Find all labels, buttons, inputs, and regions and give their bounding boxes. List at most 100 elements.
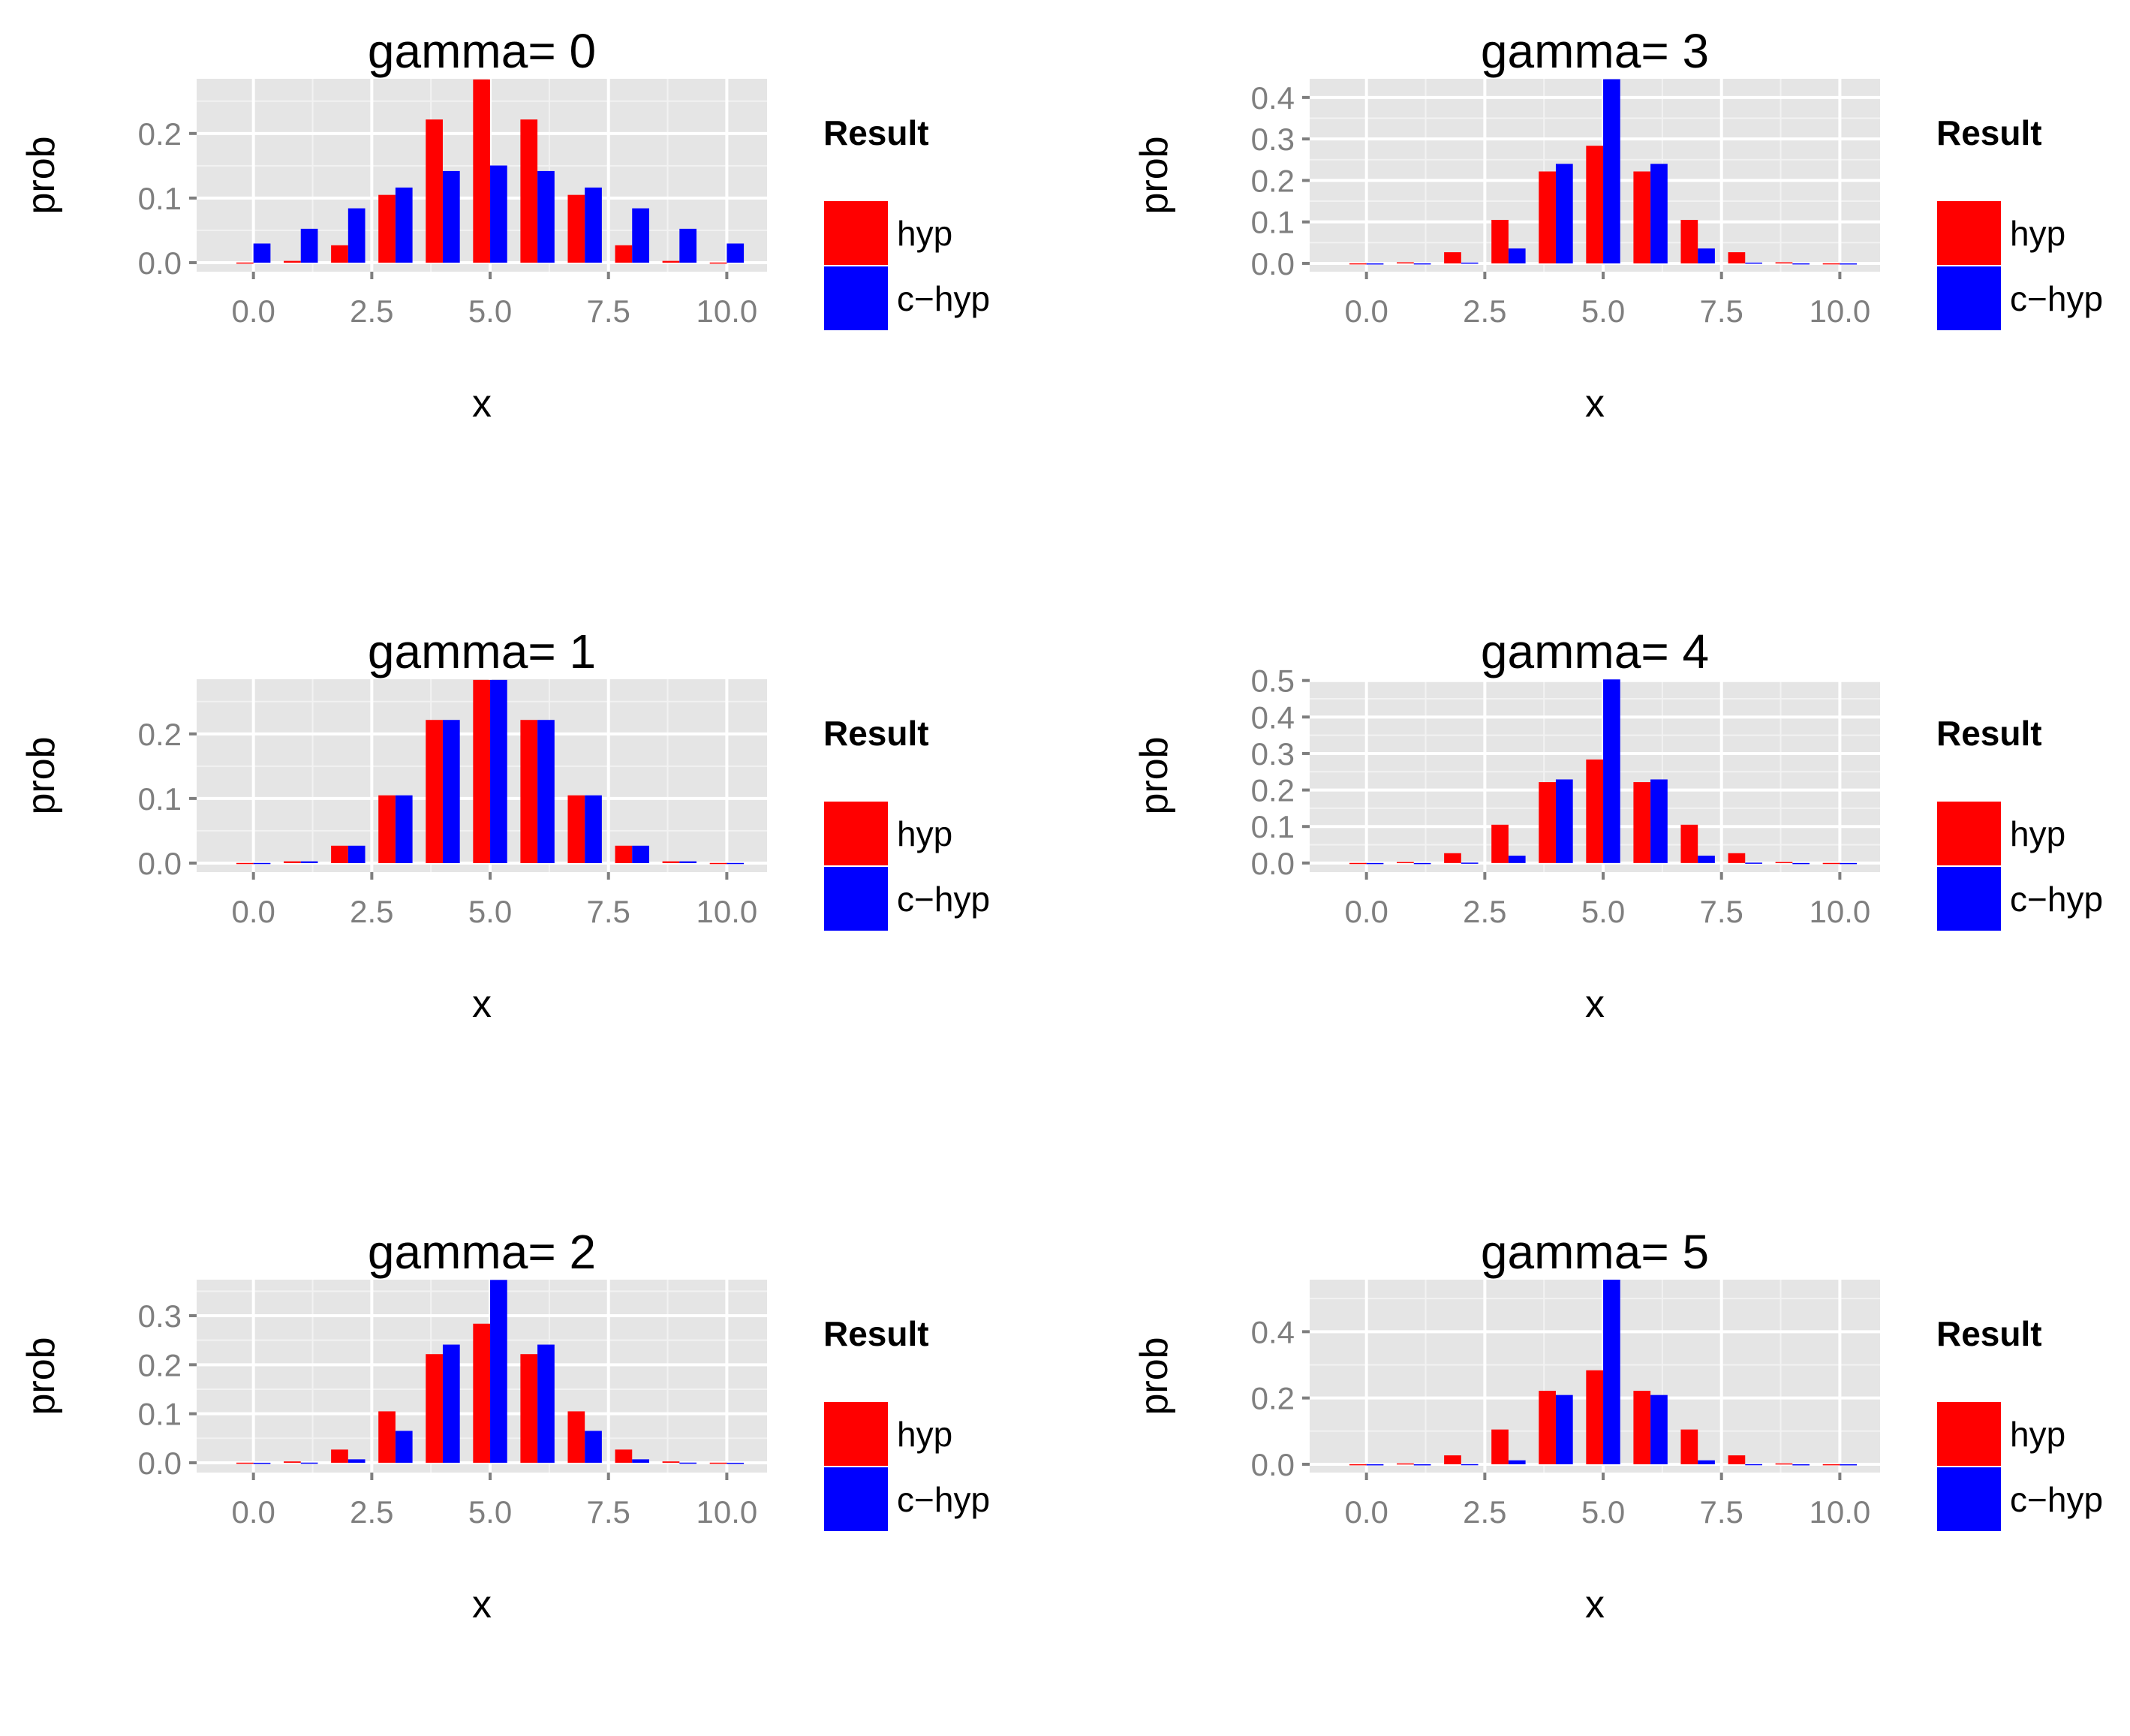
legend-label-c-hyp: c−hyp bbox=[897, 1480, 990, 1519]
bar-hyp-x7 bbox=[1680, 824, 1698, 863]
bar-hyp-x7 bbox=[1680, 1429, 1698, 1464]
bar-hyp-x8 bbox=[615, 845, 633, 863]
x-tick-label: 5.0 bbox=[468, 894, 512, 929]
legend-label-hyp: hyp bbox=[897, 1415, 952, 1454]
bar-c-hyp-x3 bbox=[395, 795, 413, 863]
panel-title: gamma= 5 bbox=[1481, 1225, 1709, 1279]
legend-key-c-hyp bbox=[1936, 1466, 2002, 1533]
legend-label-c-hyp: c−hyp bbox=[897, 279, 990, 318]
bar-c-hyp-x10 bbox=[1840, 862, 1858, 865]
x-tick-label: 10.0 bbox=[696, 894, 758, 929]
x-tick-label: 0.0 bbox=[1344, 894, 1388, 929]
bar-hyp-x8 bbox=[1728, 853, 1746, 863]
y-tick-label: 0.2 bbox=[138, 1347, 182, 1382]
bar-c-hyp-x8 bbox=[1745, 862, 1762, 864]
bar-hyp-x5 bbox=[1586, 759, 1604, 863]
legend-label-hyp: hyp bbox=[897, 214, 952, 253]
bar-hyp-x10 bbox=[1822, 1464, 1840, 1466]
panel-4: 0.0 2.5 5.0 7.5 10.0 0.0 0.1 0.2 0.3 gamma= 2 x pro… bbox=[20, 1225, 990, 1626]
bar-hyp-x9 bbox=[1775, 1463, 1793, 1465]
y-tick-label: 0.0 bbox=[138, 245, 182, 281]
bar-c-hyp-x1 bbox=[300, 228, 318, 263]
bar-c-hyp-x10 bbox=[1840, 1464, 1858, 1466]
bar-hyp-x5 bbox=[473, 79, 491, 263]
bar-hyp-x5 bbox=[473, 679, 491, 863]
x-tick-label: 0.0 bbox=[231, 293, 275, 329]
legend-key-hyp bbox=[823, 800, 889, 867]
legend-key-hyp bbox=[1936, 200, 2002, 266]
bar-c-hyp-x1 bbox=[1413, 1464, 1431, 1466]
legend-title: Result bbox=[1936, 113, 2042, 152]
legend-label-hyp: hyp bbox=[2010, 814, 2065, 853]
bar-hyp-x10 bbox=[1822, 862, 1840, 865]
panel-title: gamma= 2 bbox=[368, 1225, 596, 1279]
y-axis-title: prob bbox=[1133, 736, 1176, 814]
legend-key-c-hyp bbox=[823, 865, 889, 932]
bar-c-hyp-x3 bbox=[395, 1431, 413, 1463]
y-tick-label: 0.5 bbox=[1251, 663, 1295, 699]
bar-hyp-x4 bbox=[426, 119, 443, 263]
bar-hyp-x6 bbox=[520, 720, 538, 863]
x-axis-title: x bbox=[472, 982, 492, 1026]
y-axis-title: prob bbox=[1133, 136, 1176, 214]
legend-label-c-hyp: c−hyp bbox=[897, 880, 990, 919]
x-tick-label: 2.5 bbox=[350, 293, 393, 329]
bar-hyp-x0 bbox=[1349, 862, 1367, 865]
y-tick-label: 0.1 bbox=[138, 781, 182, 817]
legend-key-hyp bbox=[823, 1401, 889, 1467]
bar-hyp-x6 bbox=[520, 119, 538, 263]
bar-c-hyp-x2 bbox=[1461, 262, 1479, 264]
bar-c-hyp-x3 bbox=[1508, 1460, 1526, 1464]
y-tick-label: 0.0 bbox=[138, 1446, 182, 1481]
bar-c-hyp-x8 bbox=[632, 1459, 649, 1463]
legend-key-hyp bbox=[823, 200, 889, 266]
bar-c-hyp-x4 bbox=[442, 720, 460, 863]
bar-c-hyp-x10 bbox=[1840, 263, 1858, 265]
bar-hyp-x1 bbox=[284, 861, 301, 863]
legend-title: Result bbox=[1936, 714, 2042, 753]
bar-hyp-x8 bbox=[615, 1449, 633, 1463]
bar-c-hyp-x3 bbox=[1508, 248, 1526, 263]
panel-2: 0.0 2.5 5.0 7.5 10.0 0.0 0.1 0.2 gamma= 1 x prob Re… bbox=[20, 624, 990, 1026]
bar-c-hyp-x1 bbox=[1413, 862, 1431, 865]
x-tick-label: 0.0 bbox=[231, 894, 275, 929]
bar-c-hyp-x0 bbox=[1366, 263, 1384, 265]
bar-hyp-x9 bbox=[1775, 862, 1793, 864]
bar-hyp-x7 bbox=[567, 194, 585, 263]
bar-c-hyp-x7 bbox=[1698, 856, 1715, 863]
legend-label-hyp: hyp bbox=[897, 814, 952, 853]
bar-c-hyp-x7 bbox=[585, 1431, 602, 1463]
legend-key-hyp bbox=[1936, 1401, 2002, 1467]
bar-hyp-x9 bbox=[662, 861, 680, 863]
bar-hyp-x8 bbox=[615, 245, 633, 263]
bar-hyp-x0 bbox=[236, 262, 254, 264]
x-tick-label: 10.0 bbox=[1810, 1494, 1871, 1530]
bar-c-hyp-x7 bbox=[585, 795, 602, 863]
bar-c-hyp-x1 bbox=[300, 861, 318, 863]
bar-hyp-x3 bbox=[1491, 824, 1509, 863]
y-tick-label: 0.1 bbox=[138, 181, 182, 216]
bar-c-hyp-x3 bbox=[395, 187, 413, 263]
y-tick-label: 0.3 bbox=[1251, 122, 1295, 157]
y-tick-label: 0.4 bbox=[1251, 700, 1295, 735]
x-tick-label: 5.0 bbox=[1581, 894, 1625, 929]
bar-c-hyp-x9 bbox=[679, 861, 697, 863]
bar-c-hyp-x3 bbox=[1508, 856, 1526, 863]
bar-c-hyp-x2 bbox=[1461, 1464, 1479, 1466]
bar-c-hyp-x9 bbox=[1792, 1464, 1810, 1466]
bar-c-hyp-x8 bbox=[1745, 262, 1762, 264]
bar-c-hyp-x4 bbox=[442, 170, 460, 263]
legend-key-hyp bbox=[1936, 800, 2002, 867]
x-tick-label: 2.5 bbox=[350, 1494, 393, 1530]
bar-hyp-x4 bbox=[1539, 782, 1556, 863]
bar-hyp-x9 bbox=[662, 1461, 680, 1463]
bar-c-hyp-x5 bbox=[490, 165, 507, 263]
bar-c-hyp-x6 bbox=[537, 170, 555, 263]
x-tick-label: 2.5 bbox=[1463, 1494, 1506, 1530]
bar-c-hyp-x4 bbox=[1555, 1395, 1573, 1464]
legend: Result hyp c−hyp bbox=[823, 714, 990, 932]
x-tick-label: 2.5 bbox=[1463, 894, 1506, 929]
bar-hyp-x3 bbox=[1491, 219, 1509, 263]
y-tick-label: 0.3 bbox=[1251, 736, 1295, 772]
